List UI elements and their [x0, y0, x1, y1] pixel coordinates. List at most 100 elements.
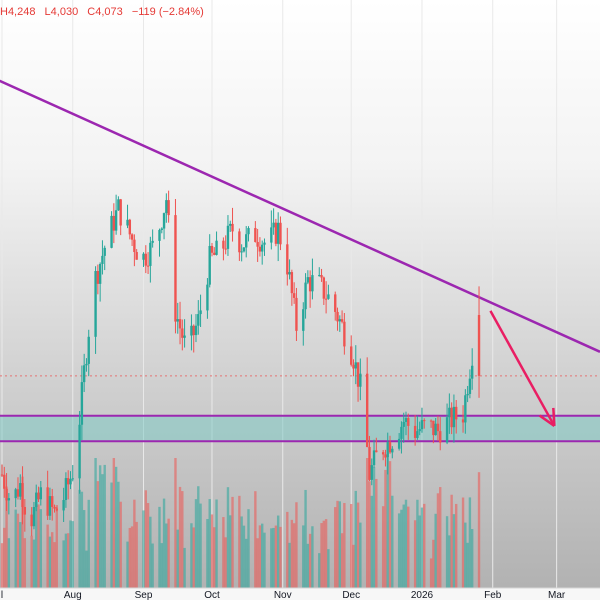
- volume-bar: [94, 458, 97, 588]
- volume-bar: [263, 532, 266, 588]
- candle-body: [110, 215, 113, 248]
- candle-body: [222, 240, 225, 249]
- volume-bar: [117, 481, 120, 588]
- volume-bar: [215, 499, 218, 588]
- candle-body: [306, 277, 310, 283]
- volume-bar: [320, 523, 323, 588]
- candle-body: [55, 508, 58, 511]
- volume-bar: [78, 489, 81, 588]
- volume-bar: [404, 499, 408, 588]
- candle-body: [21, 483, 24, 507]
- candle-body: [238, 231, 241, 253]
- volume-bar: [322, 520, 326, 588]
- candle-body: [39, 487, 42, 500]
- candle-body: [130, 234, 134, 240]
- candle-body: [354, 362, 357, 369]
- volume-bar: [318, 553, 321, 588]
- candle-body: [400, 426, 403, 439]
- trendline: [0, 79, 600, 353]
- volume-bar: [292, 523, 296, 588]
- volume-bar: [240, 516, 243, 588]
- candle-body: [78, 424, 81, 479]
- volume-bar: [354, 490, 357, 588]
- volume-bar: [183, 547, 186, 588]
- candle-body: [210, 245, 214, 253]
- candle-body: [350, 346, 353, 365]
- candle-body: [343, 321, 346, 347]
- volume-bar: [167, 518, 170, 588]
- candle-body: [292, 293, 296, 298]
- volume-bar: [247, 509, 250, 588]
- volume-bar: [242, 525, 246, 588]
- volume-bar: [199, 503, 202, 588]
- volume-bar: [96, 481, 100, 588]
- candle-body: [101, 255, 104, 264]
- candle-body: [165, 200, 168, 214]
- volume-bar: [439, 487, 442, 588]
- candle-body: [327, 294, 330, 299]
- candle-body: [365, 373, 369, 447]
- volume-bar: [423, 503, 426, 588]
- candle-body: [126, 219, 129, 226]
- candle-body: [80, 382, 84, 425]
- volume-bar: [146, 503, 150, 588]
- candle-body: [32, 507, 36, 527]
- volume-bar: [288, 542, 291, 588]
- volume-bar: [144, 490, 147, 588]
- volume-bar: [149, 516, 152, 588]
- volume-bar: [7, 538, 11, 588]
- candle-body: [334, 294, 337, 312]
- volume-bar: [336, 500, 339, 588]
- candle-body: [397, 438, 401, 449]
- volume-bar: [130, 526, 134, 588]
- volume-bar: [466, 542, 469, 588]
- volume-bar: [306, 543, 310, 588]
- volume-bar: [71, 521, 74, 588]
- candle-body: [3, 474, 6, 489]
- candle-body: [149, 242, 152, 266]
- volume-bar: [455, 503, 458, 588]
- candle-body: [158, 229, 161, 241]
- x-axis-band: [0, 588, 600, 600]
- candle-body: [429, 420, 433, 422]
- volume-bar: [0, 543, 4, 588]
- volume-bar: [112, 458, 116, 588]
- volume-bar: [256, 538, 259, 588]
- volume-bar: [222, 517, 225, 588]
- projection-arrow: [489, 310, 556, 427]
- volume-bar: [308, 533, 312, 588]
- volume-bar: [286, 511, 289, 588]
- candle-body: [94, 270, 97, 337]
- candle-body: [51, 496, 54, 507]
- candle-body: [82, 365, 86, 383]
- volume-bar: [391, 495, 394, 588]
- candle-body: [226, 225, 230, 249]
- candle-body: [407, 418, 410, 426]
- volume-bar: [64, 533, 68, 588]
- candle-body: [477, 314, 481, 376]
- candle-body: [151, 240, 154, 243]
- volume-bar: [53, 542, 56, 588]
- candle-body: [114, 210, 118, 231]
- candle-body: [208, 245, 211, 285]
- x-tick-label: l: [1, 590, 3, 600]
- candle-body: [434, 423, 437, 436]
- candle-body: [181, 328, 184, 338]
- volume-bar: [32, 539, 36, 588]
- candle-body: [174, 215, 177, 322]
- volume-bar: [226, 487, 230, 588]
- volume-bar: [432, 539, 435, 588]
- volume-bar: [311, 526, 314, 588]
- volume-bar: [356, 502, 360, 588]
- volume-bar: [114, 466, 118, 588]
- volume-bar: [338, 501, 341, 588]
- volume-bar: [468, 497, 472, 588]
- volume-bar: [402, 504, 405, 588]
- candle-body: [135, 252, 138, 260]
- candle-body: [388, 442, 392, 453]
- candle-body: [416, 431, 419, 438]
- volume-bar: [258, 525, 262, 588]
- ohlc-high: H4,248: [0, 6, 36, 18]
